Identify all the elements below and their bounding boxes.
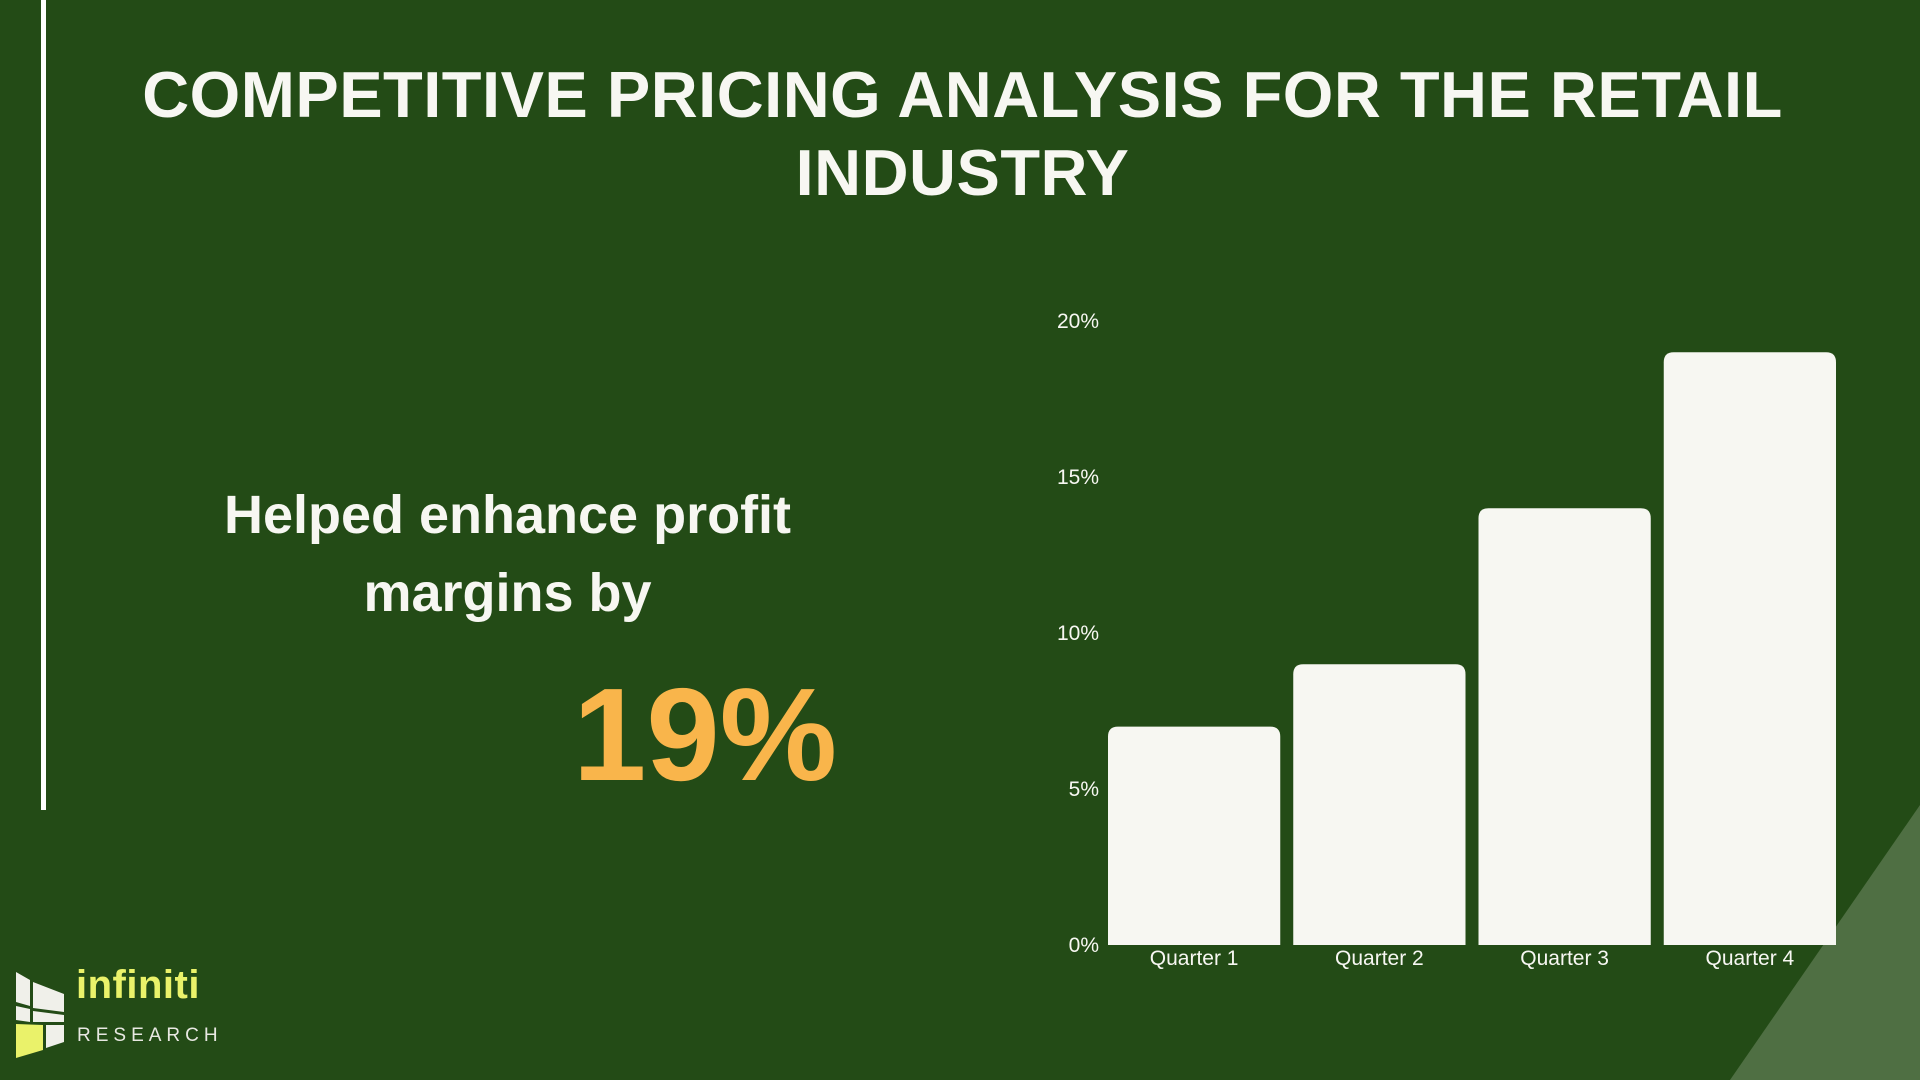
y-tick-label: 5% (1069, 778, 1099, 801)
y-tick-label: 0% (1069, 934, 1099, 957)
y-tick-label: 20% (1057, 310, 1099, 333)
stat-description: Helped enhance profit margins by (223, 485, 792, 623)
x-tick-label: Quarter 3 (1520, 947, 1609, 970)
bar-quarter-1 (1108, 726, 1281, 945)
y-tick-label: 10% (1057, 622, 1099, 645)
slide-title: COMPETITIVE PRICING ANALYSIS FOR THE RET… (142, 58, 1783, 209)
logo-mark-icon (16, 972, 64, 1058)
x-tick-label: Quarter 1 (1150, 947, 1239, 970)
bar-chart: 0% 5% 10% 15% 20% Quarter 1 Quarter 2 Quarter 3… (1057, 310, 1836, 970)
y-tick-label: 15% (1057, 466, 1099, 489)
x-tick-label: Quarter 2 (1335, 947, 1424, 970)
infiniti-research-logo: infiniti RESEARCH (14, 963, 218, 1065)
bar-quarter-4 (1663, 352, 1836, 945)
stat-value: 19% (572, 661, 838, 808)
accent-line (41, 0, 46, 810)
x-tick-label: Quarter 4 (1706, 947, 1795, 970)
bar-quarter-2 (1293, 664, 1466, 945)
bar-quarter-3 (1478, 508, 1651, 945)
logo-name: infiniti (76, 963, 200, 1007)
logo-subtitle: RESEARCH (77, 1025, 223, 1046)
